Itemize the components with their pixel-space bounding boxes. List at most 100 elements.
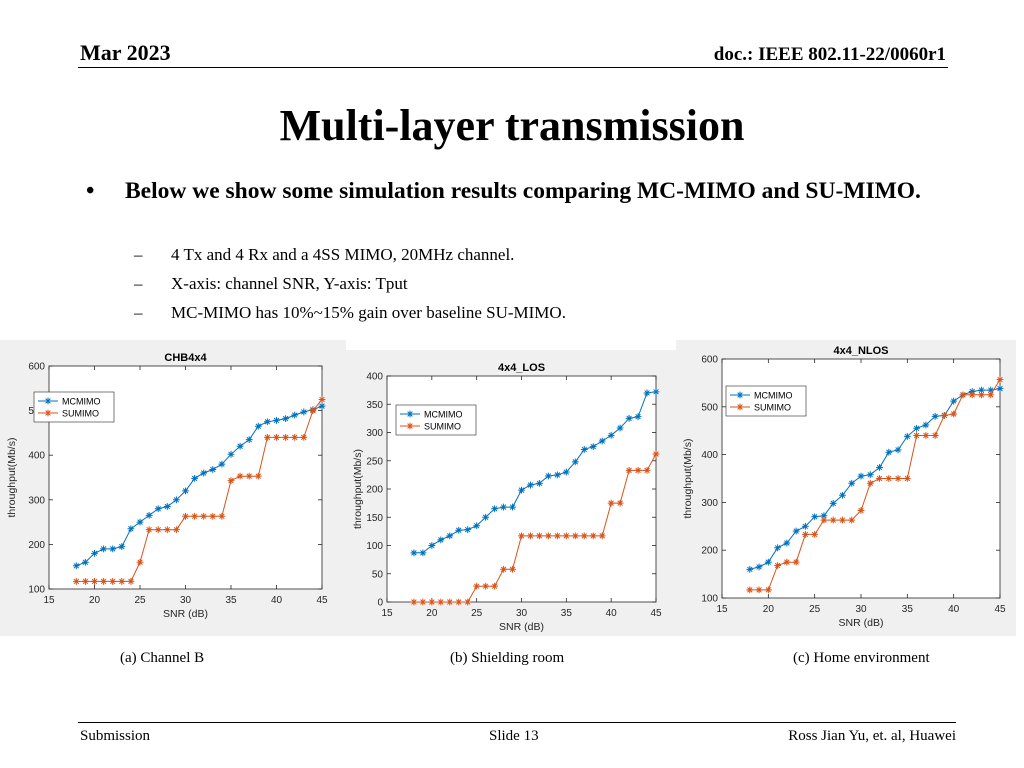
data-point-sumimo (820, 516, 828, 524)
data-point-mcmimo (109, 545, 117, 553)
data-point-sumimo (127, 578, 135, 585)
chart-title: CHB4x4 (164, 352, 207, 364)
data-point-mcmimo (446, 532, 454, 540)
legend-label: MCMIMO (62, 397, 101, 407)
data-point-sumimo (545, 532, 552, 540)
x-tick-label: 40 (948, 604, 960, 615)
data-point-sumimo (643, 466, 651, 474)
legend-swatch-marker (44, 409, 52, 417)
data-point-mcmimo (643, 389, 651, 397)
sub-bullet-text: 4 Tx and 4 Rx and a 4SS MIMO, 20MHz chan… (171, 245, 515, 264)
x-tick-label: 45 (316, 595, 328, 606)
data-point-sumimo (857, 507, 865, 514)
data-point-sumimo (491, 582, 498, 590)
data-point-mcmimo (154, 505, 162, 513)
series-line-sumimo (413, 453, 657, 603)
legend-box (725, 385, 807, 417)
data-point-mcmimo (857, 472, 865, 480)
data-point-mcmimo (127, 525, 135, 533)
data-point-sumimo (589, 532, 597, 540)
data-point-sumimo (218, 512, 226, 520)
data-point-mcmimo (163, 503, 171, 510)
data-point-sumimo (652, 450, 660, 458)
data-point-sumimo (209, 512, 217, 520)
chart-svg: 15202530354045100200300400500600CHB4x4SN… (6, 352, 328, 620)
data-point-sumimo (455, 598, 463, 606)
data-point-sumimo (245, 472, 253, 480)
data-point-mcmimo (509, 503, 516, 511)
data-point-mcmimo (82, 558, 89, 566)
legend-swatch-marker (406, 422, 414, 430)
y-tick-label: 0 (377, 598, 383, 609)
data-point-mcmimo (318, 402, 326, 410)
legend-label: SUMIMO (62, 409, 99, 419)
data-point-sumimo (264, 433, 271, 441)
data-point-mcmimo (978, 386, 985, 394)
footer-slide-number: Slide 13 (489, 728, 539, 744)
data-point-mcmimo (291, 411, 299, 419)
x-tick-label: 40 (271, 595, 283, 606)
series-line-mcmimo (749, 388, 1001, 570)
y-tick-label: 400 (28, 451, 45, 462)
data-point-sumimo (848, 516, 856, 524)
data-point-mcmimo (885, 448, 893, 456)
data-point-mcmimo (410, 549, 418, 557)
chart-shielding-room: 15 20 25 30 35 40 45 0 50 100 150 200 250 300 350 400 4x… (346, 350, 676, 636)
x-tick-label: 25 (809, 604, 821, 615)
y-axis-label: throughput(Mb/s) (682, 439, 694, 519)
data-point-mcmimo (571, 458, 579, 466)
y-tick-label: 600 (701, 355, 718, 366)
series-line-mcmimo (76, 405, 323, 567)
data-point-mcmimo (428, 542, 436, 549)
data-point-sumimo (464, 598, 472, 606)
x-tick-label: 40 (606, 608, 618, 619)
data-point-mcmimo (536, 479, 543, 487)
y-tick-label: 500 (701, 402, 718, 413)
data-point-sumimo (894, 475, 902, 482)
bullet-text: Below we show some simulation results co… (125, 178, 921, 204)
data-point-mcmimo (755, 563, 763, 571)
data-point-mcmimo (913, 424, 920, 432)
data-point-mcmimo (145, 512, 153, 519)
data-point-sumimo (154, 526, 162, 534)
data-point-sumimo (783, 558, 791, 566)
data-point-mcmimo (173, 496, 180, 504)
footer-divider (78, 722, 956, 723)
legend-label: SUMIMO (754, 403, 791, 413)
data-point-sumimo (634, 466, 642, 474)
data-point-sumimo (553, 532, 561, 540)
data-point-sumimo (527, 532, 534, 540)
data-point-sumimo (959, 391, 967, 399)
data-point-mcmimo (987, 386, 995, 394)
data-point-mcmimo (866, 471, 874, 479)
y-tick-label: 200 (366, 485, 383, 496)
legend-label: MCMIMO (754, 391, 793, 401)
chart-svg: 15 20 25 30 35 40 45 0 50 100 150 200 250 300 350 400 4x… (352, 362, 662, 633)
data-point-sumimo (236, 472, 244, 480)
x-tick-label: 15 (43, 595, 55, 606)
data-point-sumimo (318, 396, 326, 403)
data-point-mcmimo (491, 505, 498, 513)
data-point-mcmimo (580, 446, 588, 453)
data-point-sumimo (109, 578, 117, 585)
data-point-mcmimo (562, 468, 570, 476)
data-point-sumimo (950, 410, 958, 418)
data-point-mcmimo (802, 522, 809, 530)
data-point-mcmimo (136, 518, 144, 526)
data-point-mcmimo (473, 522, 481, 530)
data-point-sumimo (811, 531, 819, 538)
legend-label: SUMIMO (424, 422, 461, 432)
data-point-sumimo (500, 565, 507, 573)
data-point-mcmimo (218, 460, 226, 468)
data-point-mcmimo (245, 436, 253, 443)
legend-swatch-marker (736, 391, 744, 399)
data-point-mcmimo (455, 526, 463, 534)
x-tick-label: 30 (516, 608, 528, 619)
data-point-sumimo (913, 432, 920, 439)
y-tick-label: 100 (366, 541, 383, 552)
y-tick-label: 400 (366, 372, 383, 383)
data-point-sumimo (580, 532, 588, 540)
data-point-mcmimo (894, 446, 902, 454)
data-point-sumimo (118, 578, 126, 585)
y-tick-label: 400 (701, 450, 718, 461)
